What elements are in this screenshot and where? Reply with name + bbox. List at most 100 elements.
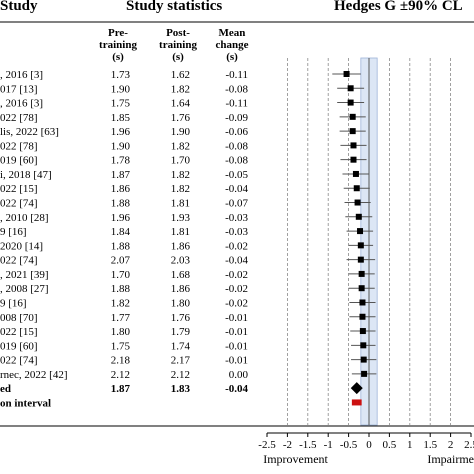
- change-value: -0.02: [225, 269, 248, 281]
- study-label: 019 [60]: [0, 155, 38, 167]
- x-tick-label: -1: [324, 439, 333, 451]
- study-label: rnec, 2022 [42]: [0, 369, 68, 381]
- change-value: -0.05: [225, 169, 248, 181]
- study-label: , 2016 [3]: [0, 98, 43, 110]
- pre-value: 1.73: [111, 69, 131, 81]
- post-value: 1.76: [171, 112, 191, 124]
- pooled-pre-value: 1.87: [111, 383, 131, 395]
- effect-marker: [358, 285, 365, 292]
- post-value: 1.86: [171, 283, 191, 295]
- post-value: 1.90: [171, 126, 191, 138]
- change-value: -0.08: [225, 83, 248, 95]
- pre-header-line-2: training: [99, 39, 137, 51]
- effect-marker: [360, 342, 367, 349]
- study-header: Study: [0, 0, 38, 14]
- pre-value: 1.75: [111, 98, 131, 110]
- study-label: 017 [13]: [0, 83, 38, 95]
- pre-value: 1.88: [111, 283, 131, 295]
- change-value: -0.02: [225, 240, 248, 252]
- pre-value: 2.12: [111, 369, 130, 381]
- change-value: -0.06: [225, 126, 248, 138]
- pre-value: 1.78: [111, 155, 131, 167]
- x-tick-label: -1.5: [299, 439, 317, 451]
- change-value: -0.08: [225, 140, 248, 152]
- pre-value: 1.96: [111, 126, 131, 138]
- study-label: lis, 2022 [63]: [0, 126, 59, 138]
- post-value: 1.86: [171, 240, 191, 252]
- change-value: -0.02: [225, 283, 248, 295]
- mean-change-column-header: Mean change (s): [206, 27, 258, 63]
- change-value: -0.02: [225, 297, 248, 309]
- x-tick-label: 1.5: [423, 439, 437, 451]
- effect-marker: [359, 328, 366, 335]
- study-label: i, 2018 [47]: [0, 169, 52, 181]
- pre-value: 1.86: [111, 183, 131, 195]
- post-header-line-3: (s): [172, 51, 184, 63]
- change-header-line-2: change: [215, 39, 249, 51]
- pooled-post-value: 1.83: [171, 383, 191, 395]
- change-header-line-1: Mean: [218, 27, 246, 39]
- post-header-line-1: Post-: [166, 27, 190, 39]
- x-tick-label: -2: [283, 439, 292, 451]
- post-value: 1.79: [171, 326, 191, 338]
- post-training-column-header: Post- training (s): [152, 27, 204, 63]
- x-label-improvement: Improvement: [263, 452, 328, 466]
- post-header-line-2: training: [159, 39, 197, 51]
- effect-marker: [354, 199, 361, 206]
- post-value: 1.82: [171, 140, 190, 152]
- change-value: -0.11: [225, 69, 248, 81]
- effect-marker: [347, 85, 354, 92]
- post-value: 1.81: [171, 198, 190, 210]
- prediction-interval-bar: [351, 399, 362, 406]
- effect-marker: [359, 299, 366, 306]
- post-value: 1.76: [171, 312, 191, 324]
- change-value: -0.07: [225, 198, 248, 210]
- pre-value: 1.88: [111, 240, 131, 252]
- post-value: 1.82: [171, 83, 190, 95]
- study-label: 022 [78]: [0, 140, 38, 152]
- pre-header-line-3: (s): [112, 51, 124, 63]
- study-label: 022 [15]: [0, 326, 38, 338]
- change-value: -0.01: [225, 355, 248, 367]
- change-value: -0.01: [225, 326, 248, 338]
- study-label: , 2016 [3]: [0, 69, 43, 81]
- study-label: 019 [60]: [0, 340, 38, 352]
- pre-value: 1.70: [111, 269, 131, 281]
- change-value: -0.04: [225, 183, 248, 195]
- x-tick-label: 0: [366, 439, 372, 451]
- pre-value: 1.84: [111, 226, 131, 238]
- x-label-impairment: Impairme: [427, 452, 474, 466]
- pre-value: 1.87: [111, 169, 131, 181]
- pre-header-line-1: Pre-: [108, 27, 128, 39]
- effect-marker: [358, 270, 365, 277]
- pre-value: 1.75: [111, 340, 131, 352]
- effect-marker: [357, 256, 364, 263]
- post-value: 1.82: [171, 183, 190, 195]
- pre-value: 1.90: [111, 140, 131, 152]
- pre-value: 2.18: [111, 355, 131, 367]
- change-value: 0.00: [229, 369, 249, 381]
- effect-marker: [361, 370, 368, 377]
- change-value: -0.08: [225, 155, 248, 167]
- effect-marker: [349, 113, 356, 120]
- post-value: 2.17: [171, 355, 191, 367]
- pre-value: 1.88: [111, 198, 131, 210]
- study-label: , 2008 [27]: [0, 283, 49, 295]
- effect-marker: [357, 242, 364, 249]
- post-value: 1.68: [171, 269, 191, 281]
- study-label: , 2010 [28]: [0, 212, 49, 224]
- post-value: 1.93: [171, 212, 191, 224]
- change-value: -0.04: [225, 255, 248, 267]
- effect-marker: [357, 228, 364, 235]
- study-label: 022 [74]: [0, 355, 38, 367]
- effect-marker: [353, 185, 360, 192]
- effect-marker: [352, 170, 359, 177]
- study-label: 022 [74]: [0, 198, 38, 210]
- effect-marker: [355, 213, 362, 220]
- effect-marker: [350, 156, 357, 163]
- x-tick-label: 0.5: [383, 439, 397, 451]
- effect-marker: [359, 313, 366, 320]
- change-value: -0.03: [225, 212, 248, 224]
- post-value: 1.74: [171, 340, 191, 352]
